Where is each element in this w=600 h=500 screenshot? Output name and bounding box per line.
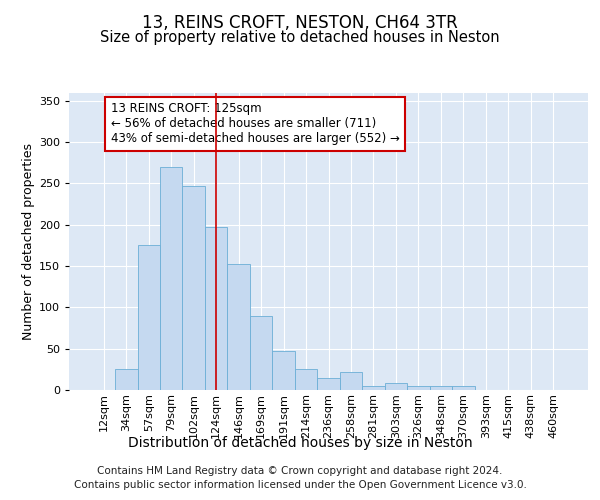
Text: 13 REINS CROFT: 125sqm
← 56% of detached houses are smaller (711)
43% of semi-de: 13 REINS CROFT: 125sqm ← 56% of detached… — [110, 102, 400, 146]
Bar — [317, 378, 340, 390]
Bar — [452, 386, 475, 390]
Bar — [160, 167, 182, 390]
Bar — [115, 370, 137, 390]
Bar — [250, 316, 272, 390]
Bar — [407, 386, 430, 390]
Bar — [430, 386, 452, 390]
Bar — [182, 186, 205, 390]
Bar — [205, 227, 227, 390]
Text: Distribution of detached houses by size in Neston: Distribution of detached houses by size … — [128, 436, 472, 450]
Bar — [227, 264, 250, 390]
Text: Contains HM Land Registry data © Crown copyright and database right 2024.
Contai: Contains HM Land Registry data © Crown c… — [74, 466, 526, 489]
Text: 13, REINS CROFT, NESTON, CH64 3TR: 13, REINS CROFT, NESTON, CH64 3TR — [142, 14, 458, 32]
Bar — [272, 351, 295, 390]
Y-axis label: Number of detached properties: Number of detached properties — [22, 143, 35, 340]
Text: Size of property relative to detached houses in Neston: Size of property relative to detached ho… — [100, 30, 500, 45]
Bar — [362, 386, 385, 390]
Bar — [385, 384, 407, 390]
Bar — [340, 372, 362, 390]
Bar — [137, 246, 160, 390]
Bar — [295, 368, 317, 390]
